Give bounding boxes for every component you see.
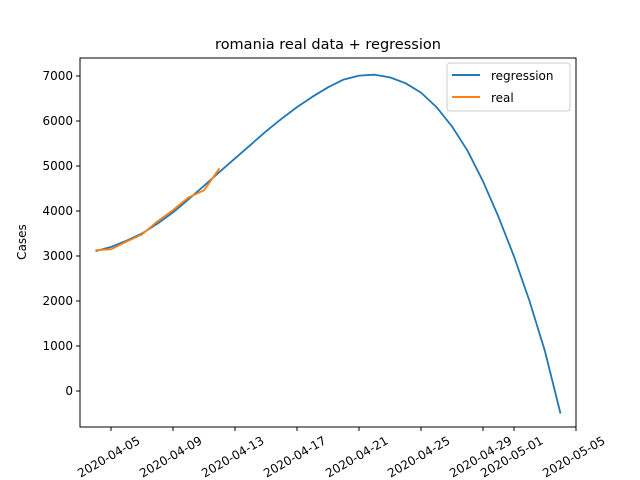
y-tick-label: 0 (65, 384, 73, 398)
legend: regression real (446, 62, 571, 112)
x-tick-label: 2020-04-21 (323, 433, 390, 480)
legend-label-real: real (491, 91, 514, 105)
y-ticks (76, 75, 80, 392)
x-tick-label: 2020-04-05 (75, 433, 142, 480)
x-tick-label: 2020-04-17 (261, 433, 328, 480)
x-tick-label: 2020-04-25 (385, 433, 452, 480)
x-tick-labels: 2020-04-052020-04-092020-04-132020-04-17… (75, 433, 607, 480)
y-tick-label: 4000 (42, 204, 73, 218)
series-line-real (95, 167, 221, 252)
y-tick-label: 3000 (42, 249, 73, 263)
y-tick-label: 7000 (42, 69, 73, 83)
y-tick-label: 1000 (42, 339, 73, 353)
plot-frame (79, 57, 577, 428)
y-tick-label: 6000 (42, 114, 73, 128)
x-tick-label: 2020-04-13 (199, 433, 266, 480)
chart-title: romania real data + regression (215, 37, 441, 53)
plot-lines (95, 73, 562, 414)
x-tick-label: 2020-04-09 (137, 433, 204, 480)
x-tick-label: 2020-05-05 (540, 433, 607, 480)
y-tick-label: 2000 (42, 294, 73, 308)
series-line-regression (95, 73, 562, 414)
y-tick-labels: 0 1000 2000 3000 4000 5000 6000 7000 (42, 69, 73, 398)
legend-label-regression: regression (491, 69, 554, 83)
y-axis-label: Cases (15, 224, 29, 260)
y-tick-label: 5000 (42, 159, 73, 173)
x-ticks (110, 427, 577, 431)
